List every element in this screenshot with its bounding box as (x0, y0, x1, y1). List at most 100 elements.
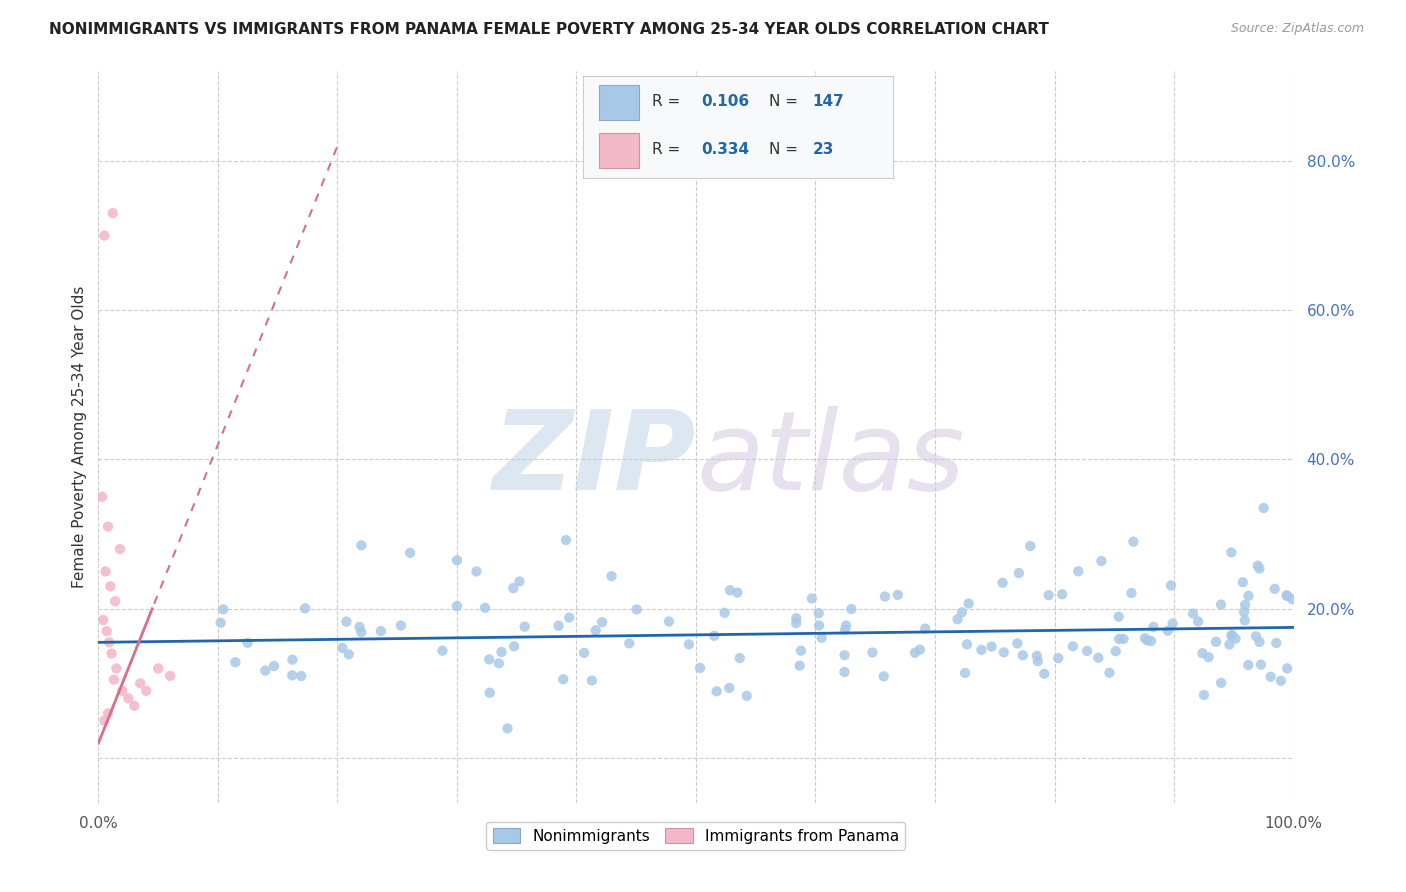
Point (555, 533, 578, 547)
Point (97, 519, 120, 533)
Point (399, 546, 422, 560)
Point (887, 588, 910, 602)
Point (294, 601, 316, 615)
Point (1220, 545, 1243, 559)
Point (209, 615, 232, 630)
Point (558, 610, 581, 624)
Text: 23: 23 (813, 142, 834, 157)
Point (349, 620, 371, 634)
Point (1264, 582, 1286, 596)
Point (502, 581, 524, 595)
Point (718, 583, 741, 598)
Point (1237, 589, 1260, 603)
Point (547, 618, 569, 632)
Point (834, 623, 856, 637)
Point (956, 637, 979, 651)
Point (1191, 646, 1213, 660)
Point (678, 637, 700, 651)
Point (1218, 637, 1240, 651)
Point (785, 616, 807, 631)
Point (1090, 554, 1112, 568)
Point (790, 643, 813, 657)
Point (281, 653, 304, 667)
Point (619, 636, 641, 650)
Point (1244, 629, 1267, 643)
Point (873, 669, 896, 683)
Point (980, 640, 1002, 654)
Point (735, 689, 758, 703)
Point (946, 612, 969, 626)
Text: N =: N = (769, 142, 803, 157)
Point (281, 668, 304, 682)
Point (835, 618, 858, 632)
Point (350, 625, 373, 640)
Point (93, 714, 115, 728)
Point (91, 613, 114, 627)
Point (706, 684, 728, 698)
Point (626, 602, 648, 616)
Bar (599, 133, 640, 168)
Point (124, 698, 146, 713)
Point (1182, 607, 1205, 621)
Text: NONIMMIGRANTS VS IMMIGRANTS FROM PANAMA FEMALE POVERTY AMONG 25-34 YEAR OLDS COR: NONIMMIGRANTS VS IMMIGRANTS FROM PANAMA … (49, 22, 1049, 37)
Point (105, 661, 128, 675)
Point (1136, 633, 1159, 648)
Point (1142, 620, 1164, 634)
Point (713, 606, 735, 620)
Point (148, 661, 170, 675)
Text: 0.334: 0.334 (702, 142, 749, 157)
Point (1050, 587, 1073, 601)
Point (1062, 640, 1084, 654)
Point (432, 644, 454, 658)
Point (332, 640, 354, 655)
Point (96, 624, 118, 639)
Point (873, 590, 896, 604)
Bar (599, 85, 640, 120)
Point (1205, 635, 1227, 649)
Point (1220, 629, 1243, 643)
Point (808, 618, 831, 632)
Point (98, 579, 122, 593)
Point (1237, 657, 1260, 672)
Point (1033, 666, 1056, 681)
Point (370, 624, 392, 638)
Point (585, 624, 607, 638)
Point (100, 647, 122, 661)
Text: Source: ZipAtlas.com: Source: ZipAtlas.com (1230, 22, 1364, 36)
Point (1265, 636, 1288, 650)
Point (1233, 605, 1256, 619)
Point (1026, 654, 1049, 668)
Point (1209, 598, 1232, 612)
Point (1275, 589, 1298, 603)
Point (904, 646, 927, 660)
Point (1098, 665, 1121, 680)
Point (1225, 632, 1247, 646)
Point (350, 538, 373, 552)
Point (914, 622, 936, 636)
Point (254, 664, 277, 678)
Point (1161, 616, 1184, 631)
Point (135, 683, 157, 698)
Point (703, 629, 725, 643)
Point (496, 722, 519, 736)
Point (478, 686, 501, 700)
Point (1270, 673, 1292, 688)
Point (263, 659, 285, 673)
Point (159, 669, 181, 683)
Point (1234, 598, 1257, 612)
Point (98, 635, 121, 649)
Point (600, 569, 623, 583)
Point (1076, 644, 1098, 658)
Point (446, 553, 468, 567)
Point (581, 673, 603, 688)
Point (491, 645, 513, 659)
Point (1192, 688, 1215, 702)
Point (957, 597, 980, 611)
Text: 0.106: 0.106 (702, 95, 749, 110)
Point (834, 648, 856, 663)
Point (591, 615, 613, 629)
Point (1007, 636, 1029, 650)
Point (389, 618, 412, 632)
Point (1247, 558, 1270, 573)
Point (108, 542, 131, 557)
